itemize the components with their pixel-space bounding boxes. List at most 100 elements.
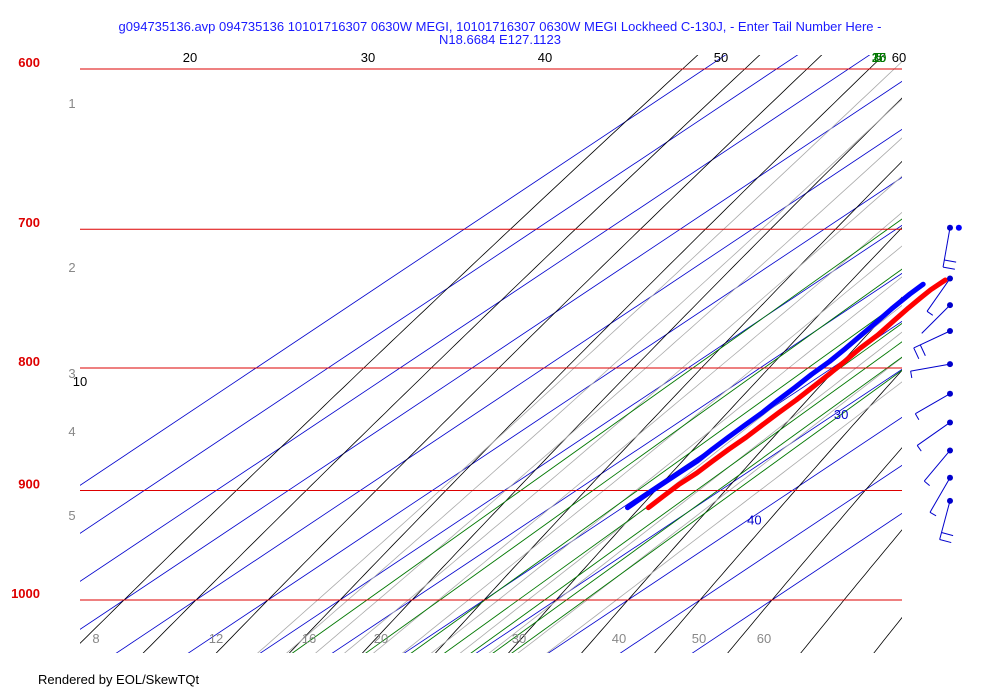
- height-km-label: 4: [68, 424, 75, 439]
- isotherm-line: [187, 176, 902, 653]
- chart-title: g094735136.avp 094735136 10101716307 063…: [60, 20, 940, 46]
- mixing-ratio-label: 10: [872, 50, 886, 65]
- moist-adiabat-line: [344, 175, 902, 653]
- bottom-scale-label: 20: [374, 631, 388, 646]
- bottom-scale-label: 40: [612, 631, 626, 646]
- dewpoint-point: [955, 224, 962, 231]
- sounding-traces: [625, 224, 962, 511]
- isotherm-line: [475, 368, 902, 653]
- moist-adiabat-line: [517, 357, 902, 653]
- wind-barb-flag: [929, 511, 937, 517]
- bottom-scale-label: 50: [692, 631, 706, 646]
- wind-barb-staff: [942, 227, 951, 268]
- bottom-scale-label: 30: [512, 631, 526, 646]
- title-line-2: N18.6684 E127.1123: [439, 32, 561, 47]
- wind-barb-flag: [941, 532, 954, 537]
- bottom-scale-label: 12: [209, 631, 223, 646]
- mixing-ratio-label: 25: [872, 50, 886, 65]
- moist-adiabat-line: [401, 245, 902, 653]
- moist-adiabat-line: [286, 98, 902, 653]
- dry-adiabat-line: [361, 97, 902, 653]
- moist-adiabat-line: [546, 381, 902, 653]
- height-km-label: 5: [68, 508, 75, 523]
- wind-barb-flag: [939, 538, 952, 544]
- wind-barb-staff: [910, 363, 951, 372]
- mixing-ratio-label: 15: [872, 50, 886, 65]
- mixing-ratio-line: [410, 299, 902, 653]
- isotherm-line: [80, 80, 902, 630]
- dry-adiabat-label: 50: [714, 50, 728, 65]
- mixing-ratio-label: 20: [872, 50, 886, 65]
- wind-barb-flag: [944, 259, 957, 263]
- wind-barb-staff: [939, 500, 951, 540]
- isotherm-line: [403, 320, 902, 653]
- wind-barb-staff: [926, 278, 951, 312]
- isobar-lines: [80, 68, 902, 601]
- wind-barb-flag: [942, 266, 955, 270]
- wind-barbs: [910, 224, 957, 544]
- moist-adiabat-line: [430, 276, 902, 653]
- moist-adiabat-line: [257, 61, 902, 653]
- title-line-1: g094735136.avp 094735136 10101716307 063…: [118, 19, 882, 34]
- isobar-label: 1000: [11, 586, 40, 601]
- isotherm-line: [115, 128, 902, 653]
- wind-barb-staff: [916, 422, 951, 446]
- wind-barb-flag: [914, 413, 920, 421]
- isotherm-line: [80, 55, 799, 534]
- dry-adiabat-line: [80, 55, 699, 644]
- mixing-ratio-label: 5: [875, 50, 882, 65]
- isotherm-line: [80, 55, 871, 582]
- dry-adiabat-label: 20: [183, 50, 197, 65]
- mixing-ratio-line: [470, 341, 902, 653]
- dry-adiabat-label: 60: [892, 50, 906, 65]
- isotherm-line: [80, 55, 727, 486]
- moist-adiabat-line: [373, 211, 902, 653]
- dry-adiabat-label: 10: [73, 374, 87, 389]
- isobar-label: 600: [18, 55, 40, 70]
- mixing-ratio-label: 30: [872, 50, 886, 65]
- bottom-scale-label: 8: [92, 631, 99, 646]
- mixing-ratio-line: [443, 322, 902, 653]
- isotherm-label: 30: [834, 407, 848, 422]
- mixing-ratio-line: [511, 369, 902, 653]
- wind-barb-flag: [923, 480, 930, 486]
- wind-barb-staff: [921, 304, 951, 334]
- dry-adiabat-line: [727, 447, 902, 653]
- dry-adiabat-line: [288, 55, 885, 653]
- wind-barb-flag: [926, 310, 934, 316]
- mixing-ratio-line: [492, 356, 902, 653]
- isotherm-line: [619, 464, 902, 653]
- isotherm-label: 40: [747, 513, 761, 528]
- dry-adiabat-line: [434, 160, 902, 653]
- renderer-credit: Rendered by EOL/SkewTQt: [38, 672, 200, 687]
- mixing-ratio-line: [291, 218, 902, 653]
- mixing-ratio-line: [365, 268, 902, 653]
- height-km-label: 1: [68, 96, 75, 111]
- dewpoint-trace: [625, 281, 926, 511]
- isotherm-line: [691, 512, 902, 653]
- isotherm-line: [547, 416, 902, 653]
- moist-adiabat-line: [488, 331, 902, 653]
- chart-grid: [80, 55, 902, 653]
- bottom-scale-label: 60: [757, 631, 771, 646]
- wind-barb-flag: [913, 347, 920, 360]
- dry-adiabat-label: 30: [361, 50, 375, 65]
- wind-barb-flag: [919, 344, 926, 356]
- height-km-label: 2: [68, 260, 75, 275]
- wind-barb-staff: [929, 477, 951, 513]
- bottom-scale-label: 16: [302, 631, 316, 646]
- wind-barb-flag: [916, 445, 922, 452]
- wind-barb-staff: [915, 393, 951, 415]
- dry-adiabat-line: [215, 55, 823, 653]
- dry-adiabat-label: 40: [538, 50, 552, 65]
- wind-barb-staff: [923, 450, 951, 482]
- moist-adiabat-line: [315, 137, 902, 653]
- temperature-trace: [645, 277, 948, 511]
- isobar-label: 700: [18, 215, 40, 230]
- isobar-label: 800: [18, 354, 40, 369]
- dry-adiabat-line: [873, 616, 902, 653]
- dry-adiabat-line: [142, 55, 761, 653]
- wind-barb-flag: [910, 370, 913, 379]
